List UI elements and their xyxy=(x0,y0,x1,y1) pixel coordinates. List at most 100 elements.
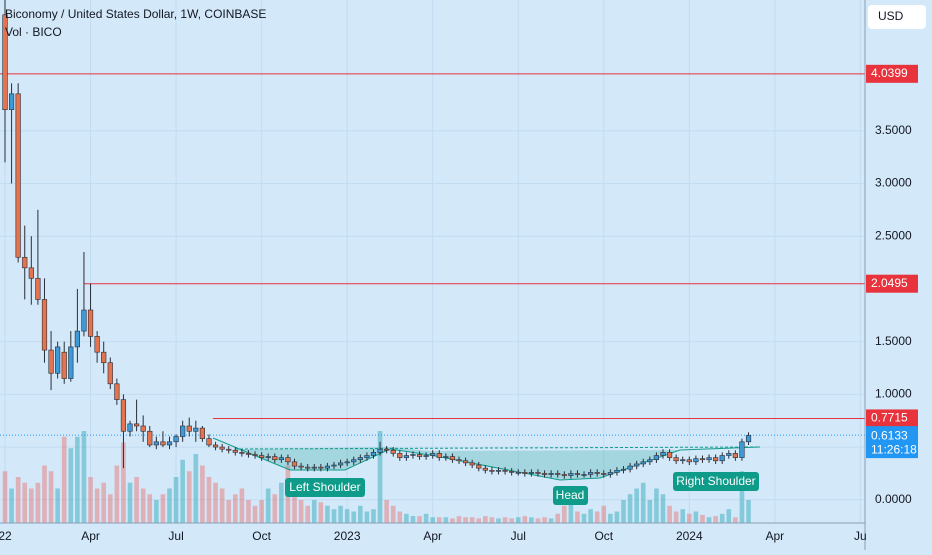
candle-body xyxy=(199,427,206,439)
currency-box[interactable] xyxy=(868,5,926,29)
volume-bar xyxy=(397,511,403,523)
candle-body xyxy=(522,472,528,474)
level-label-box xyxy=(866,409,918,428)
volume-bar xyxy=(344,509,350,523)
candle-body xyxy=(377,448,383,453)
candle-body xyxy=(449,456,456,461)
candle-body xyxy=(193,427,199,432)
volume-bar xyxy=(706,517,712,523)
y-tick-label: 0.0000 xyxy=(875,492,912,506)
candle-body xyxy=(305,466,311,469)
annotation-box xyxy=(553,486,588,505)
volume-bar xyxy=(173,477,179,523)
annotations: Left Shoulder Head Right Shoulder xyxy=(285,472,759,505)
volume-bar xyxy=(232,494,238,523)
candle-body xyxy=(206,438,212,446)
volume-bar xyxy=(581,513,587,523)
candle-body xyxy=(357,457,363,461)
candle-body xyxy=(706,457,712,461)
y-tick-label: 1.5000 xyxy=(875,334,912,348)
volume-bar xyxy=(134,477,139,523)
x-tick-label: 2024 xyxy=(676,529,703,543)
candle-body xyxy=(601,473,607,475)
candle-body xyxy=(8,93,15,110)
volume-bar xyxy=(311,500,317,523)
volume-bar xyxy=(15,477,21,523)
candle-body xyxy=(28,267,34,279)
volume-bar xyxy=(535,518,541,523)
volume-bar xyxy=(667,505,672,523)
candle-body xyxy=(634,463,640,467)
volume-bar xyxy=(279,482,284,523)
candle-body xyxy=(68,346,74,379)
volume-bar xyxy=(252,505,258,523)
x-tick-label: Apr xyxy=(423,529,442,543)
candle-body xyxy=(745,435,752,443)
volume-bar xyxy=(213,482,218,523)
volume-bar xyxy=(660,494,666,523)
volume-bar xyxy=(555,513,561,523)
volume-bar xyxy=(443,517,449,523)
currency[interactable]: USD xyxy=(878,9,904,23)
volume-bar xyxy=(140,488,146,523)
candle-body xyxy=(311,466,317,469)
chart-subtitle: Vol · BICO xyxy=(5,25,62,39)
volume-bar xyxy=(483,516,488,523)
volume-bar xyxy=(542,517,547,523)
candle-body xyxy=(35,278,41,300)
volume-bar xyxy=(318,502,324,523)
volume-bar xyxy=(430,517,436,523)
candle-body xyxy=(640,461,646,465)
candle-body xyxy=(548,473,554,475)
candle-body xyxy=(107,362,113,385)
neckline xyxy=(234,446,761,450)
volume-bar xyxy=(627,494,633,523)
candle-body xyxy=(614,469,620,473)
volume-bar xyxy=(647,500,653,523)
volume-bar xyxy=(154,500,159,523)
volume-bar xyxy=(29,488,34,523)
candle-body xyxy=(120,399,127,432)
candle-body xyxy=(245,453,252,455)
candle-body xyxy=(147,430,153,446)
volume-bar xyxy=(180,459,185,523)
volume-bar xyxy=(621,500,626,523)
volume-bar xyxy=(265,488,271,523)
candle-body xyxy=(423,455,429,457)
volume-bar xyxy=(746,500,751,523)
candle-body xyxy=(166,441,173,446)
volume-bar xyxy=(417,516,422,523)
volume-bar xyxy=(358,505,363,523)
volume-bar xyxy=(186,471,192,523)
x-tick-label: 22 xyxy=(0,529,12,543)
candle-body xyxy=(180,425,186,437)
volume-bar xyxy=(614,511,620,523)
candle-body xyxy=(114,383,120,400)
candle-body xyxy=(462,460,469,464)
volume-bar xyxy=(640,482,646,523)
volume-bar xyxy=(404,513,409,523)
volume-bar xyxy=(502,517,508,523)
volume-bar xyxy=(68,448,74,523)
volume-bar xyxy=(48,471,54,523)
candle-body xyxy=(384,448,390,451)
candle-body xyxy=(2,14,8,110)
candle-body xyxy=(101,351,107,364)
volume-bar xyxy=(22,482,28,523)
level-label-box xyxy=(866,274,918,293)
volume-bar xyxy=(81,431,87,523)
volume-bar xyxy=(371,509,376,523)
candle-body xyxy=(686,459,692,463)
volume-bar xyxy=(351,511,357,523)
candle-body xyxy=(647,459,653,463)
volume-bar xyxy=(160,494,166,523)
volume-bar xyxy=(272,494,278,523)
volume-bar xyxy=(436,517,442,523)
volume-bar xyxy=(206,477,212,523)
countdown: 11:26:18 xyxy=(871,442,917,456)
candle-body xyxy=(265,456,271,458)
candle-body xyxy=(443,456,449,458)
axes: 0.00000.50001.00001.50002.50003.00003.50… xyxy=(0,64,918,543)
candle-body xyxy=(219,446,225,450)
